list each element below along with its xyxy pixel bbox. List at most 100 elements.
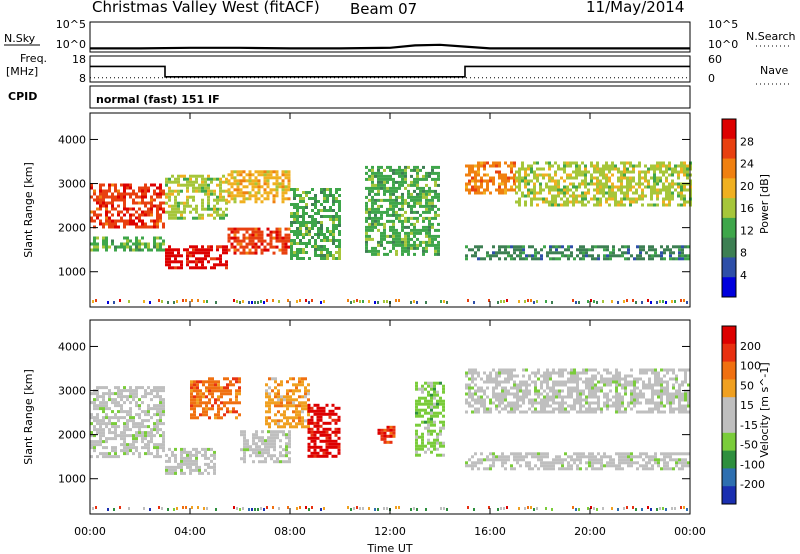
velocity-cell [627,461,630,465]
power-cell [542,188,545,192]
power-cell [548,191,551,195]
power-cell [371,195,374,199]
power-cell [539,173,542,177]
power-cell [192,198,195,202]
velocity-cell [114,401,117,405]
velocity-cell [636,401,639,405]
power-cell [624,257,627,261]
velocity-cell [319,424,323,428]
power-cell [284,251,288,255]
velocity-cell [555,392,558,396]
velocity-cell [126,389,129,393]
power-cell [186,189,189,193]
velocity-cell [337,415,341,419]
power-cell [504,176,507,180]
velocity-cell [265,401,268,405]
power-cell [254,170,258,174]
velocity-cell [328,421,332,425]
velocity-cell [117,416,120,420]
velocity-cell [666,386,669,390]
power-cell [648,248,651,252]
velocity-cell [271,389,274,393]
velocity-cell [162,431,165,435]
power-cell [207,198,210,202]
power-cell [263,239,267,243]
power-cell [171,251,174,255]
power-cell [257,179,261,183]
velocity-cell [162,446,165,450]
velocity-cell [386,440,390,444]
velocity-cell [657,374,660,378]
power-cell [477,167,480,171]
velocity-cell [474,452,477,456]
power-cell [141,198,144,202]
power-ground-cell [413,300,415,303]
velocity-ground-cell [287,506,289,509]
velocity-cell [273,454,276,458]
power-cell [431,171,434,175]
power-colorbar-swatch [722,158,736,179]
velocity-cell [498,374,501,378]
velocity-cell [307,442,311,446]
power-cell [678,245,681,249]
power-cell [159,242,162,246]
velocity-cell [325,427,329,431]
velocity-cell [430,441,433,445]
power-cell [519,248,522,252]
velocity-cell [621,404,624,408]
power-cell [156,210,159,214]
power-cell [582,251,585,255]
power-cell [147,213,150,217]
power-cell [480,182,483,186]
velocity-cell [271,398,274,402]
velocity-cell [660,392,663,396]
power-cell [171,210,174,214]
power-cell [575,161,578,165]
velocity-cell [126,434,129,438]
power-cell [314,254,317,257]
power-cell [245,191,249,195]
power-cell [524,194,527,198]
power-cell [623,170,626,174]
power-cell [521,161,524,165]
power-cell [290,212,293,215]
power-cell [165,254,168,258]
power-cell [540,257,543,261]
velocity-cell [156,428,159,432]
velocity-ground-cell [248,508,250,511]
power-cell [227,179,231,183]
velocity-cell [286,401,289,405]
velocity-cell [392,431,396,435]
velocity-cell [105,455,108,459]
power-cell [168,204,171,208]
velocity-cell [282,433,285,437]
velocity-cell [519,389,522,393]
velocity-cell [430,384,433,388]
velocity-cell [310,436,314,440]
power-cell [477,173,480,177]
power-cell [545,161,548,165]
velocity-cell [96,398,99,402]
power-cell [563,194,566,198]
power-cell [518,176,521,180]
velocity-cell [477,398,480,402]
velocity-cell [606,461,609,465]
power-cell [684,245,687,249]
power-cell [236,173,240,177]
velocity-cell [507,371,510,375]
power-cell [177,204,180,208]
power-cell [213,257,216,261]
power-cell [144,183,147,187]
power-cell [596,185,599,189]
power-cell [428,225,431,229]
velocity-cell [415,441,418,445]
power-cell [675,257,678,261]
velocity-cell [138,404,141,408]
power-cell [608,191,611,195]
power-cell [275,179,279,183]
power-cell [287,227,291,231]
power-cell [299,230,302,233]
power-cell [93,192,96,196]
power-cell [156,207,159,211]
power-cell [398,168,401,172]
